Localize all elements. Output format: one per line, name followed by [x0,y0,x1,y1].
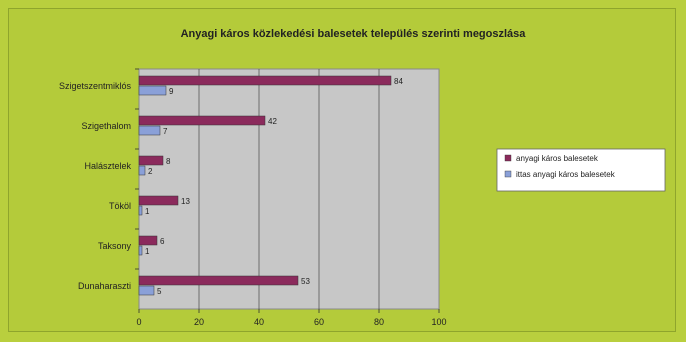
data-label: 84 [394,77,403,86]
x-tick-label: 0 [136,317,141,327]
bar-balesetek [138,115,266,126]
bar-balesetek [138,275,299,286]
x-tick-label: 20 [194,317,204,327]
bar-balesetek [138,195,179,206]
category-label: Tököl [109,201,131,211]
data-label: 8 [166,157,171,166]
data-label: 7 [163,127,168,136]
bar-ittas [138,85,167,96]
bar-ittas [138,245,143,256]
x-tick-label: 100 [431,317,446,327]
data-label: 1 [145,207,150,216]
legend-swatch [504,154,512,162]
data-label: 5 [157,287,162,296]
category-labels: Szigetszentmiklós Szigethalom Halásztelek T… [59,81,132,291]
bar-ittas [138,285,155,296]
legend-swatch [504,170,512,178]
plot-area [138,68,440,310]
x-tick-label: 60 [314,317,324,327]
bar-chart: Anyagi káros közlekedési balesetek telep… [59,28,666,327]
x-tick-label: 80 [374,317,384,327]
bars: 84 9 42 7 8 2 13 1 6 1 53 5 [138,75,403,296]
data-label: 2 [148,167,153,176]
data-label: 13 [181,197,190,206]
bar-balesetek [138,155,164,166]
bar-ittas [138,205,143,216]
category-label: Taksony [98,241,132,251]
bar-ittas [138,165,146,176]
bar-balesetek [138,75,392,86]
category-label: Szigethalom [81,121,131,131]
grid-lines [135,68,440,313]
x-tick-labels: 0 20 40 60 80 100 [136,317,446,327]
x-tick-label: 40 [254,317,264,327]
legend-label: anyagi káros balesetek [516,154,599,163]
chart-title: Anyagi káros közlekedési balesetek telep… [181,28,527,40]
chart-frame: Anyagi káros közlekedési balesetek telep… [8,8,676,332]
data-label: 9 [169,87,174,96]
legend-label: ittas anyagi káros balesetek [516,170,616,179]
legend-box [496,148,666,192]
category-label: Dunaharaszti [78,281,131,291]
data-label: 1 [145,247,150,256]
data-label: 6 [160,237,165,246]
bar-ittas [138,125,161,136]
bar-balesetek [138,235,158,246]
category-label: Halásztelek [84,161,131,171]
legend: anyagi káros balesetek ittas anyagi káros… [496,148,666,192]
data-label: 53 [301,277,310,286]
category-label: Szigetszentmiklós [59,81,132,91]
data-label: 42 [268,117,277,126]
